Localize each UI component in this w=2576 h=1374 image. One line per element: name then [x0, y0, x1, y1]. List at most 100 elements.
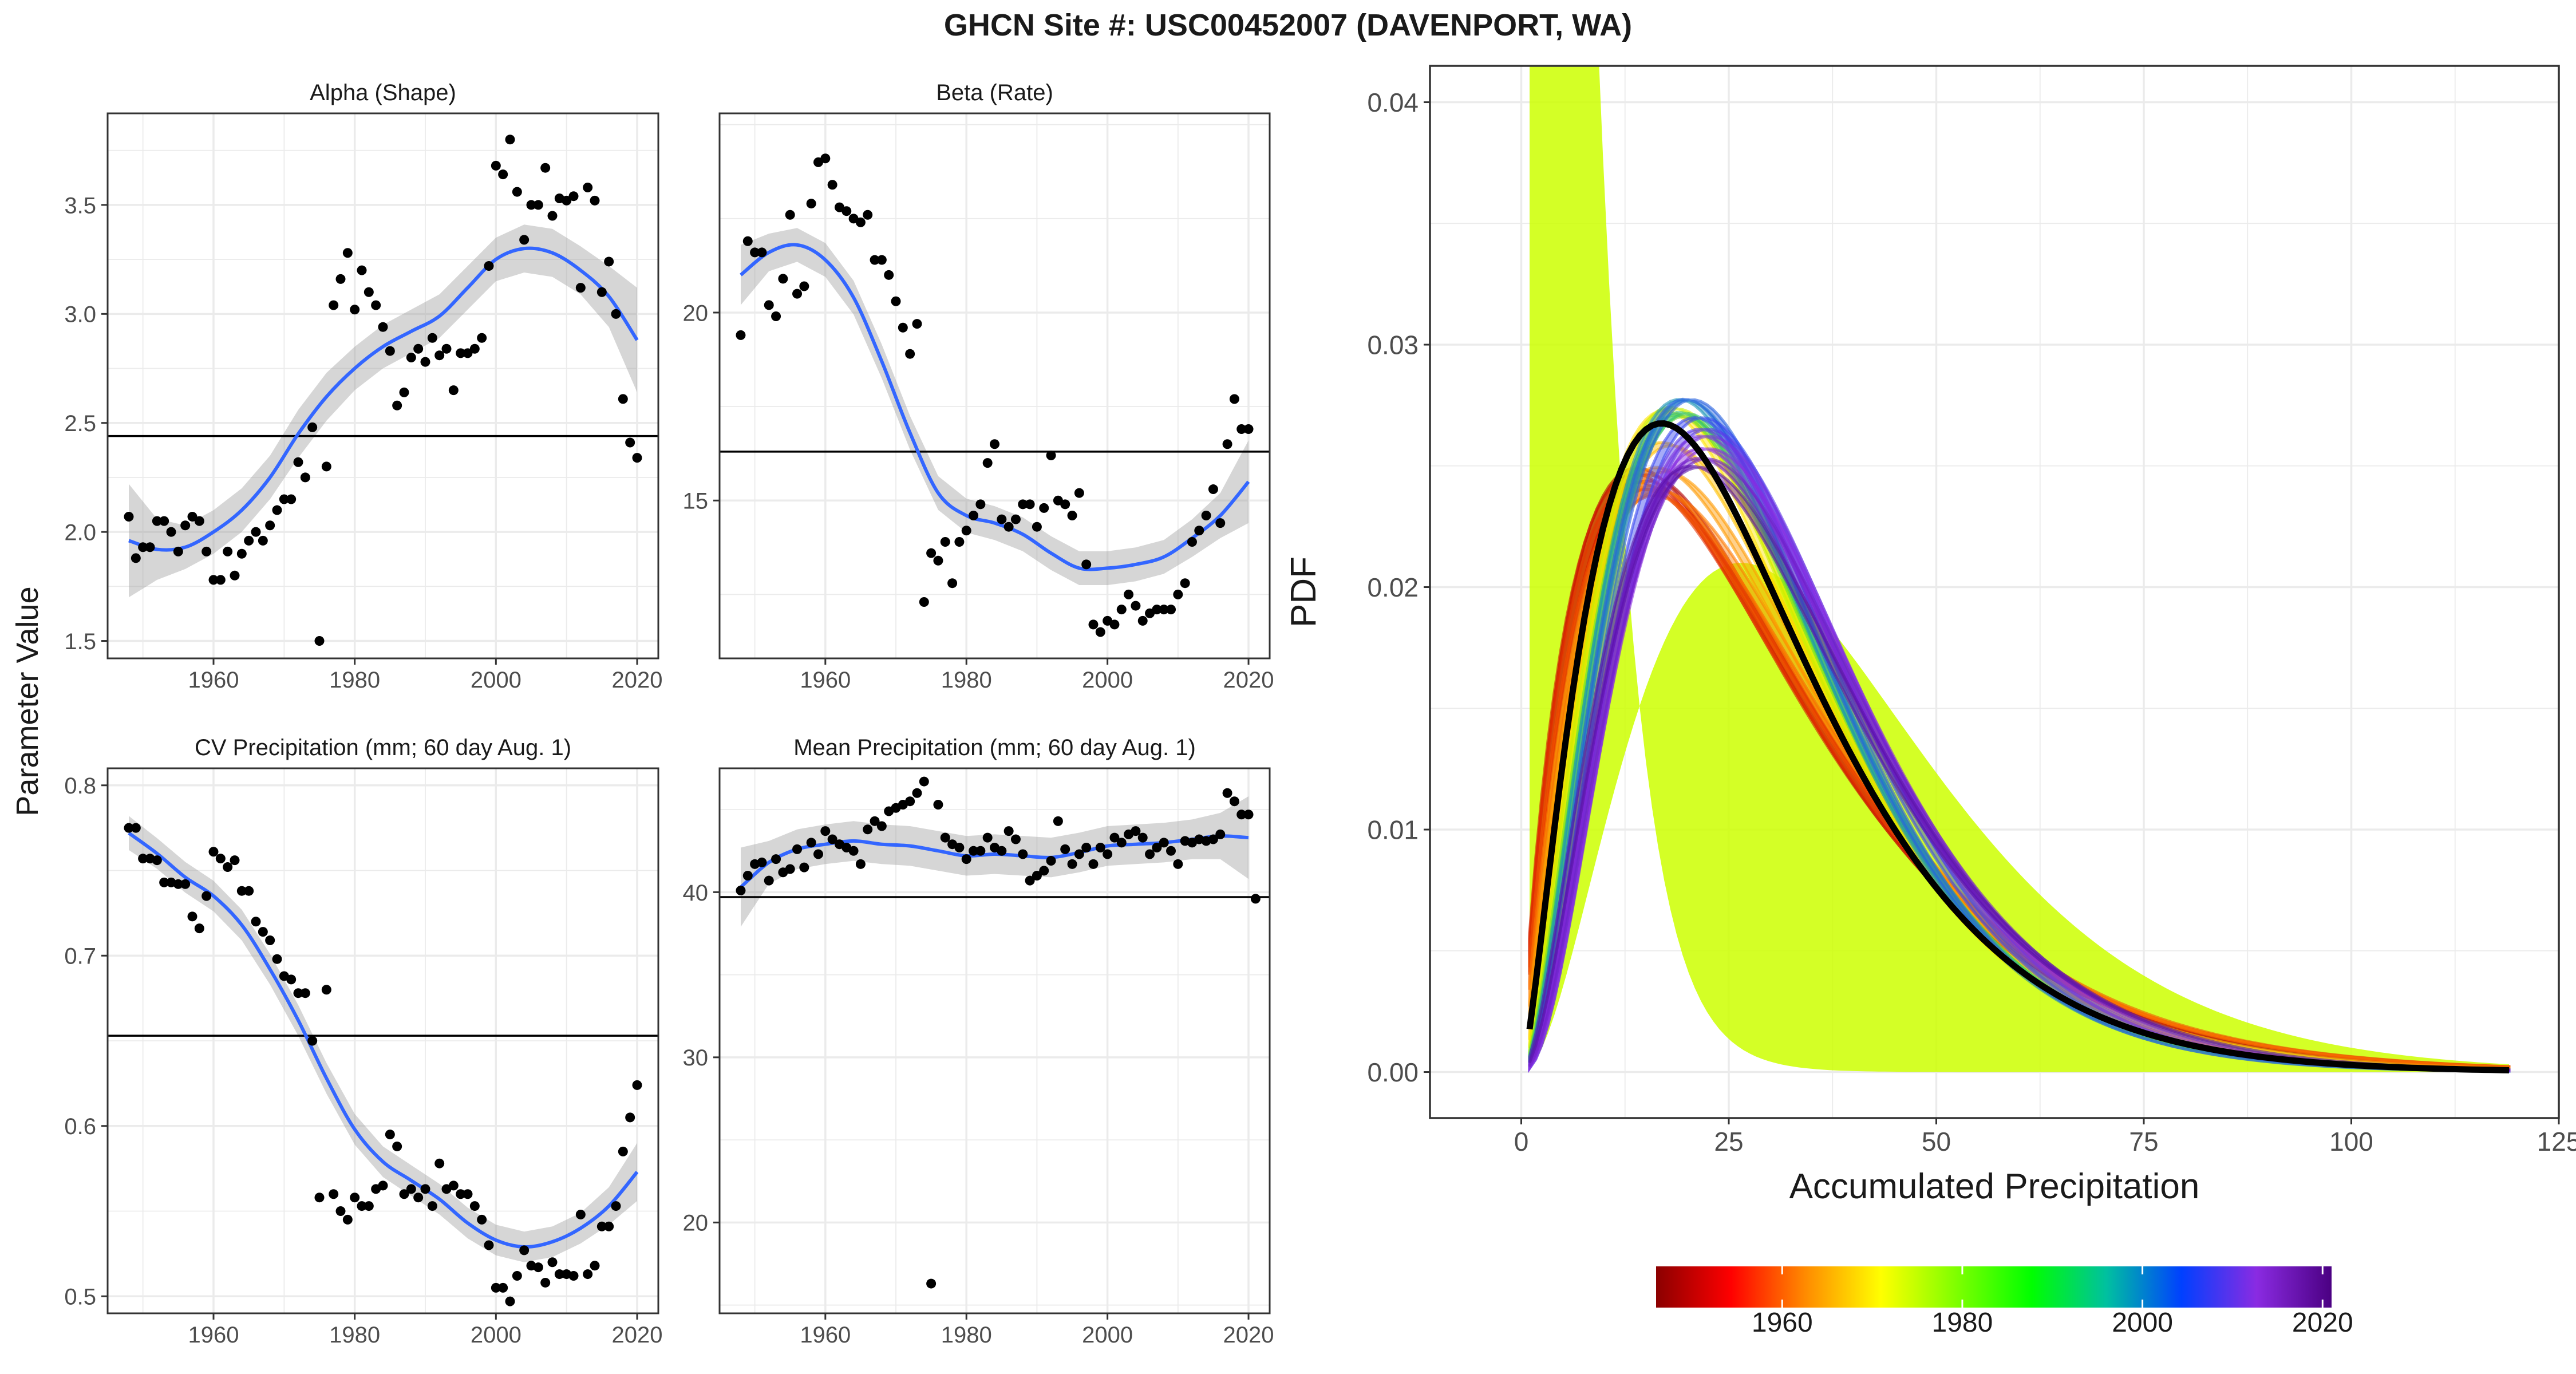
data-point — [764, 875, 774, 886]
data-point — [335, 1206, 346, 1216]
plot-area — [108, 816, 658, 1306]
data-point — [236, 548, 247, 559]
data-point — [611, 1201, 621, 1211]
data-point — [792, 289, 803, 299]
data-point — [1032, 871, 1042, 881]
data-point — [827, 180, 837, 190]
x-tick-label: 1960 — [188, 668, 239, 693]
data-point — [484, 1240, 494, 1250]
data-point — [152, 516, 162, 526]
x-tick-label: 50 — [1922, 1127, 1951, 1156]
data-point — [1243, 424, 1254, 435]
data-point — [413, 1193, 424, 1203]
data-point — [279, 494, 289, 504]
confidence-band — [129, 816, 637, 1262]
confidence-band — [741, 228, 1249, 585]
data-point — [540, 163, 551, 173]
data-point — [307, 422, 318, 432]
data-point — [427, 333, 437, 343]
data-point — [905, 796, 915, 807]
x-tick-label: 1980 — [941, 1322, 992, 1348]
data-point — [820, 153, 831, 164]
data-point — [926, 1278, 937, 1289]
data-point — [1166, 846, 1176, 856]
data-point — [562, 195, 572, 206]
data-point — [1222, 439, 1232, 449]
data-point — [771, 311, 781, 322]
data-point — [244, 886, 254, 896]
data-point — [1010, 514, 1021, 524]
y-tick-label: 0.01 — [1367, 815, 1419, 845]
x-tick-label: 1980 — [329, 1322, 380, 1348]
year-colorbar: 1960 1980 2000 2020 — [1656, 1266, 2353, 1338]
data-point — [173, 879, 183, 889]
data-point — [975, 846, 986, 856]
data-point — [159, 877, 169, 887]
highlighted-density-band — [1530, 66, 2509, 1072]
data-point — [1137, 615, 1148, 626]
data-point — [625, 437, 635, 448]
data-point — [1215, 518, 1226, 528]
data-point — [378, 322, 388, 332]
data-point — [1103, 849, 1113, 859]
data-point — [194, 923, 204, 934]
data-point — [870, 816, 880, 826]
data-point — [554, 1269, 564, 1280]
data-point — [463, 1189, 473, 1199]
data-point — [456, 1189, 466, 1199]
data-point — [863, 824, 873, 835]
data-point — [604, 256, 614, 267]
data-point — [912, 319, 922, 329]
data-point — [1208, 484, 1218, 495]
data-point — [806, 838, 816, 848]
data-point — [314, 1193, 325, 1203]
data-point — [1003, 522, 1014, 532]
data-point — [855, 217, 866, 227]
data-point — [1081, 559, 1092, 570]
data-point — [215, 854, 226, 864]
panel-title: Mean Precipitation (mm; 60 day Aug. 1) — [793, 735, 1196, 760]
data-point — [1088, 859, 1099, 869]
y-tick-label: 2.0 — [64, 520, 96, 546]
data-point — [1173, 589, 1183, 599]
data-point — [265, 520, 275, 531]
x-tick-label: 2000 — [1082, 1322, 1133, 1348]
x-tick-label: 1960 — [800, 668, 851, 693]
x-tick-label: 2020 — [612, 668, 663, 693]
data-point — [208, 575, 219, 585]
data-point — [919, 597, 929, 607]
data-point — [583, 182, 593, 192]
data-point — [491, 1282, 501, 1293]
data-point — [138, 854, 148, 864]
data-point — [512, 1271, 522, 1281]
data-point — [357, 1201, 367, 1211]
beta-rate-panel: 1960 1980 2000 2020 15 20 Beta (Rate) — [683, 80, 1274, 693]
data-point — [152, 855, 162, 866]
panel-title: Beta (Rate) — [936, 80, 1053, 105]
cv-precipitation-panel: 1960 1980 2000 2020 0.5 0.6 0.7 0.8 CV Precipita… — [64, 735, 662, 1348]
x-tick-label: 1960 — [188, 1322, 239, 1348]
y-tick-label: 40 — [683, 881, 709, 906]
x-tick-label: 1980 — [941, 668, 992, 693]
data-point — [905, 349, 915, 359]
data-point — [406, 352, 416, 362]
data-point — [1032, 522, 1042, 532]
data-point — [335, 274, 346, 284]
x-axis-label: Accumulated Precipitation — [1789, 1167, 2200, 1206]
data-point — [223, 546, 233, 556]
data-point — [236, 886, 247, 896]
data-point — [1124, 589, 1134, 599]
smooth-trend-line — [128, 831, 639, 1249]
data-point — [1116, 605, 1127, 615]
data-point — [757, 857, 767, 867]
data-point — [1088, 619, 1099, 630]
data-point — [1067, 859, 1077, 869]
data-point — [533, 200, 543, 210]
data-point — [799, 862, 809, 872]
data-point — [940, 832, 950, 843]
data-point — [898, 322, 908, 333]
data-point — [1236, 810, 1247, 820]
data-point — [975, 499, 986, 510]
data-point — [498, 1282, 508, 1293]
data-point — [399, 1189, 409, 1199]
